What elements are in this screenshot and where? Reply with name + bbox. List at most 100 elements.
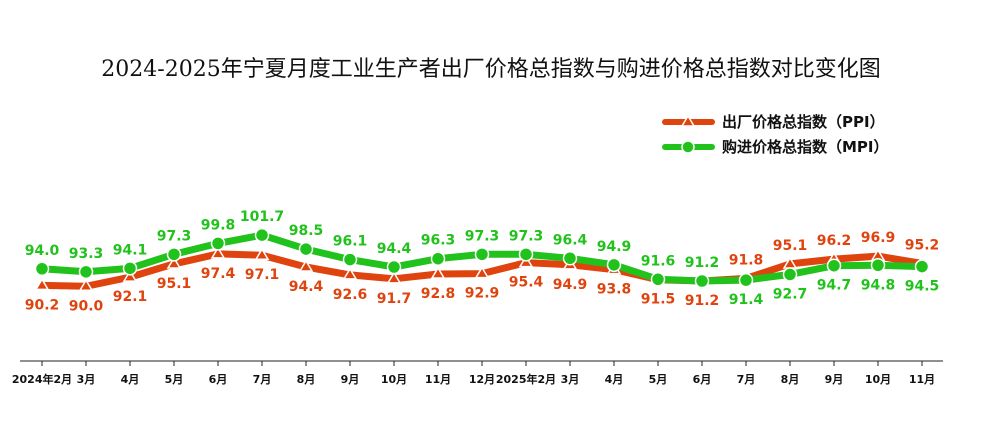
x-tick-label: 7月 (253, 373, 272, 386)
data-label-ppi: 95.1 (773, 238, 808, 254)
data-label-ppi: 95.2 (905, 238, 940, 254)
data-point-mpi (430, 251, 446, 266)
data-label-mpi: 94.8 (861, 277, 896, 293)
x-tick-label: 3月 (561, 373, 580, 386)
x-tick-label: 7月 (737, 373, 756, 386)
legend-label-mpi: 购进价格总指数（MPI） (722, 138, 889, 156)
x-tick-label: 11月 (909, 373, 935, 386)
x-tick-label: 12月 (469, 373, 495, 386)
data-point-mpi (782, 267, 798, 282)
data-label-mpi: 98.5 (289, 223, 324, 239)
data-label-mpi: 97.3 (465, 228, 500, 244)
data-point-mpi (298, 241, 314, 257)
data-point-ppi (518, 255, 534, 268)
data-label-mpi: 97.3 (157, 228, 192, 244)
data-point-mpi (210, 236, 226, 251)
data-label-ppi: 91.5 (641, 292, 676, 308)
data-label-ppi: 97.4 (201, 266, 236, 282)
data-label-ppi: 94.4 (289, 279, 324, 295)
data-point-ppi (386, 271, 402, 284)
data-label-ppi: 92.9 (465, 286, 500, 302)
data-label-mpi: 94.9 (597, 239, 632, 255)
data-label-mpi: 96.1 (333, 234, 368, 250)
data-label-ppi: 91.8 (729, 252, 764, 268)
data-point-mpi (386, 259, 402, 275)
data-label-ppi: 92.6 (333, 287, 368, 303)
data-label-ppi: 93.8 (597, 282, 632, 298)
x-tick-label: 8月 (297, 373, 316, 386)
data-point-mpi (474, 247, 490, 262)
x-tick-label: 6月 (209, 373, 228, 386)
data-label-ppi: 91.2 (685, 293, 720, 309)
data-label-mpi: 96.3 (421, 233, 456, 249)
x-tick-label: 4月 (605, 373, 624, 386)
data-label-mpi: 94.7 (817, 278, 852, 294)
data-point-ppi (342, 267, 358, 280)
data-point-mpi (914, 259, 930, 274)
data-point-ppi (474, 266, 490, 279)
data-point-mpi (606, 257, 622, 273)
data-label-ppi: 92.1 (113, 289, 148, 305)
x-tick-label: 10月 (865, 373, 891, 386)
data-point-mpi (122, 261, 138, 276)
x-tick-label: 2024年2月 (12, 372, 72, 386)
data-point-ppi (210, 246, 226, 259)
data-label-mpi: 96.4 (553, 232, 588, 248)
data-point-ppi (298, 259, 314, 272)
x-tick-label: 6月 (693, 373, 712, 386)
data-label-ppi: 90.0 (69, 298, 104, 314)
x-tick-label: 11月 (425, 373, 451, 386)
data-point-mpi (870, 258, 886, 273)
data-label-ppi: 96.2 (817, 233, 852, 249)
x-tick-label: 3月 (77, 373, 96, 386)
data-point-mpi (738, 272, 754, 288)
series-layer (34, 227, 930, 291)
x-tick-label: 9月 (341, 373, 360, 386)
data-label-mpi: 92.7 (773, 286, 808, 302)
chart-title: 2024-2025年宁夏月度工业生产者出厂价格总指数与购进价格总指数对比变化图 (101, 57, 880, 82)
data-point-mpi (78, 264, 94, 280)
data-point-mpi (650, 272, 666, 287)
data-label-mpi: 94.5 (905, 279, 940, 295)
data-label-mpi: 101.7 (240, 209, 284, 225)
data-point-ppi (78, 278, 94, 291)
legend-marker-ppi (680, 114, 696, 127)
x-tick-label: 4月 (121, 373, 140, 386)
data-label-ppi: 94.9 (553, 277, 588, 293)
data-label-mpi: 93.3 (69, 246, 104, 262)
x-tick-label: 8月 (781, 373, 800, 386)
x-tick-label: 5月 (649, 373, 668, 386)
data-point-ppi (430, 266, 446, 279)
data-label-mpi: 94.4 (377, 241, 412, 257)
data-label-ppi: 90.2 (25, 297, 60, 313)
data-point-ppi (166, 256, 182, 269)
data-label-mpi: 91.6 (641, 253, 676, 269)
data-point-mpi (826, 258, 842, 273)
data-labels: 90.2 94.0 90.0 93.3 92.1 94.1 95.1 97.3 97.4 99.8… (25, 209, 940, 314)
data-point-mpi (562, 251, 578, 266)
data-label-mpi: 99.8 (201, 217, 236, 233)
x-axis-ticks: 2024年2月 3月 4月 5月 6月 7月 8月 9月 10月 11月 12月 2025年2月 3月 4… (12, 361, 935, 386)
data-label-mpi: 91.4 (729, 292, 764, 308)
x-tick-label: 9月 (825, 373, 844, 386)
data-label-mpi: 94.1 (113, 242, 148, 258)
data-point-mpi (166, 247, 182, 262)
x-tick-label: 5月 (165, 373, 184, 386)
x-tick-label: 10月 (381, 373, 407, 386)
legend: 出厂价格总指数（PPI） 购进价格总指数（MPI） (662, 113, 889, 156)
data-point-mpi (342, 252, 358, 267)
data-point-mpi (254, 227, 270, 243)
data-label-ppi: 95.1 (157, 276, 192, 292)
data-label-ppi: 95.4 (509, 275, 544, 291)
data-point-ppi (34, 277, 50, 291)
data-point-ppi (254, 247, 270, 260)
data-label-ppi: 92.8 (421, 286, 456, 302)
x-tick-label: 2025年2月 (496, 372, 556, 386)
data-point-mpi (34, 261, 50, 276)
data-label-ppi: 96.9 (861, 230, 896, 246)
data-point-mpi (518, 247, 534, 262)
data-point-mpi (694, 273, 710, 289)
data-point-ppi (122, 269, 138, 282)
data-label-mpi: 94.0 (25, 243, 60, 259)
